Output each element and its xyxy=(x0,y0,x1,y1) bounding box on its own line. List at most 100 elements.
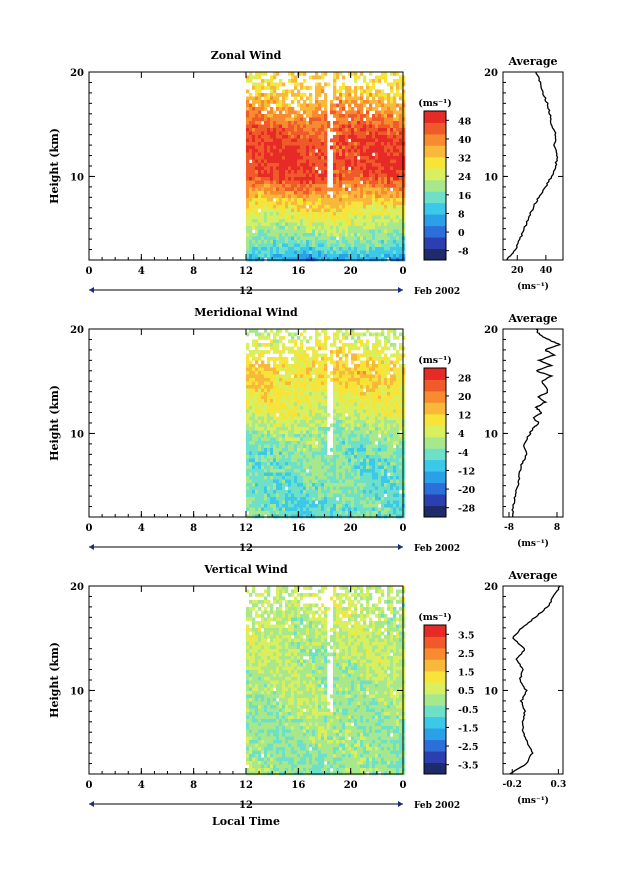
heatmap-cell xyxy=(378,100,382,104)
heatmap-cell xyxy=(306,497,310,501)
heatmap-cell xyxy=(303,117,307,122)
heatmap-cell xyxy=(336,472,340,477)
heatmap-cell xyxy=(336,180,340,185)
heatmap-cell xyxy=(366,187,370,192)
heatmap-cell xyxy=(276,212,280,216)
heatmap-cell xyxy=(342,486,346,491)
heatmap-cell xyxy=(282,191,286,195)
heatmap-cell xyxy=(393,198,397,202)
heatmap-cell xyxy=(306,243,310,248)
heatmap-cell xyxy=(375,191,379,195)
heatmap-cell xyxy=(360,455,364,459)
heatmap-cell xyxy=(375,469,379,473)
heatmap-cell xyxy=(300,430,304,435)
heatmap-cell xyxy=(348,89,352,94)
heatmap-cell xyxy=(363,437,367,442)
heatmap-cell xyxy=(267,420,271,424)
heatmap-cell xyxy=(348,194,352,199)
heatmap-cell xyxy=(291,469,295,473)
heatmap-cell xyxy=(270,194,274,199)
heatmap-cell xyxy=(399,243,403,248)
heatmap-cell xyxy=(324,159,328,164)
heatmap-cell xyxy=(351,96,355,101)
heatmap-cell xyxy=(261,173,265,178)
heatmap-cell xyxy=(327,455,331,459)
heatmap-cell xyxy=(255,357,259,361)
heatmap-cell xyxy=(276,339,280,344)
heatmap-cell xyxy=(303,364,307,368)
heatmap-cell xyxy=(318,486,322,491)
heatmap-cell xyxy=(267,236,271,241)
heatmap-cell xyxy=(357,142,361,146)
heatmap-cell xyxy=(306,208,310,213)
date-bar-arrow-right xyxy=(398,287,403,293)
heatmap-cell xyxy=(357,191,361,195)
heatmap-cell xyxy=(291,444,295,449)
heatmap-cell xyxy=(342,441,346,445)
heatmap-cell xyxy=(249,497,253,501)
heatmap-cell xyxy=(246,469,250,473)
heatmap-cell xyxy=(363,458,367,463)
heatmap-cell xyxy=(246,500,250,505)
heatmap-cell xyxy=(339,437,343,442)
heatmap-cell xyxy=(336,121,340,125)
heatmap-cell xyxy=(333,381,337,386)
heatmap-cell xyxy=(342,434,346,438)
heatmap-cell xyxy=(333,198,337,202)
heatmap-cell xyxy=(276,145,280,150)
heatmap-cell xyxy=(267,360,271,365)
heatmap-cell xyxy=(261,511,265,515)
heatmap-cell xyxy=(369,448,373,452)
heatmap-cell xyxy=(288,212,292,216)
heatmap-cell xyxy=(303,236,307,241)
heatmap-cell xyxy=(342,381,346,386)
heatmap-cell xyxy=(336,381,340,386)
heatmap-cell xyxy=(378,360,382,365)
heatmap-cell xyxy=(255,215,259,220)
heatmap-cell xyxy=(246,124,250,129)
heatmap-cell xyxy=(249,507,253,512)
heatmap-cell xyxy=(369,159,373,164)
heatmap-cell xyxy=(366,395,370,400)
heatmap-cell xyxy=(327,427,331,431)
heatmap-cell xyxy=(288,103,292,108)
heatmap-cell xyxy=(294,131,298,136)
heatmap-cell xyxy=(264,500,268,505)
heatmap-cell xyxy=(288,114,292,118)
heatmap-cell xyxy=(351,479,355,484)
heatmap-cell xyxy=(303,107,307,111)
heatmap-cell xyxy=(294,395,298,400)
heatmap-cell xyxy=(333,177,337,181)
heatmap-cell xyxy=(306,339,310,344)
heatmap-cell xyxy=(309,166,313,171)
heatmap-cell xyxy=(318,166,322,171)
heatmap-cell xyxy=(351,514,355,519)
heatmap-cell xyxy=(279,201,283,206)
heatmap-cell xyxy=(345,128,349,132)
heatmap-cell xyxy=(279,240,283,244)
heatmap-cell xyxy=(279,434,283,438)
heatmap-cell xyxy=(384,360,388,365)
heatmap-cell xyxy=(324,504,328,508)
heatmap-cell xyxy=(387,93,391,97)
heatmap-cell xyxy=(393,82,397,87)
heatmap-cell xyxy=(339,250,343,255)
heatmap-cell xyxy=(327,472,331,477)
heatmap-cell xyxy=(360,476,364,480)
heatmap-cell xyxy=(264,420,268,424)
heatmap-cell xyxy=(279,507,283,512)
heatmap-cell xyxy=(294,423,298,428)
heatmap-cell xyxy=(315,437,319,442)
heatmap-cell xyxy=(309,208,313,213)
heatmap-cell xyxy=(360,441,364,445)
heatmap-cell xyxy=(303,381,307,386)
heatmap-cell xyxy=(309,444,313,449)
heatmap-cell xyxy=(246,381,250,386)
heatmap-cell xyxy=(390,208,394,213)
heatmap-cell xyxy=(267,444,271,449)
heatmap-cell xyxy=(282,399,286,403)
heatmap-cell xyxy=(351,472,355,477)
heatmap-cell xyxy=(378,455,382,459)
heatmap-cell xyxy=(336,490,340,494)
heatmap-cell xyxy=(354,194,358,199)
